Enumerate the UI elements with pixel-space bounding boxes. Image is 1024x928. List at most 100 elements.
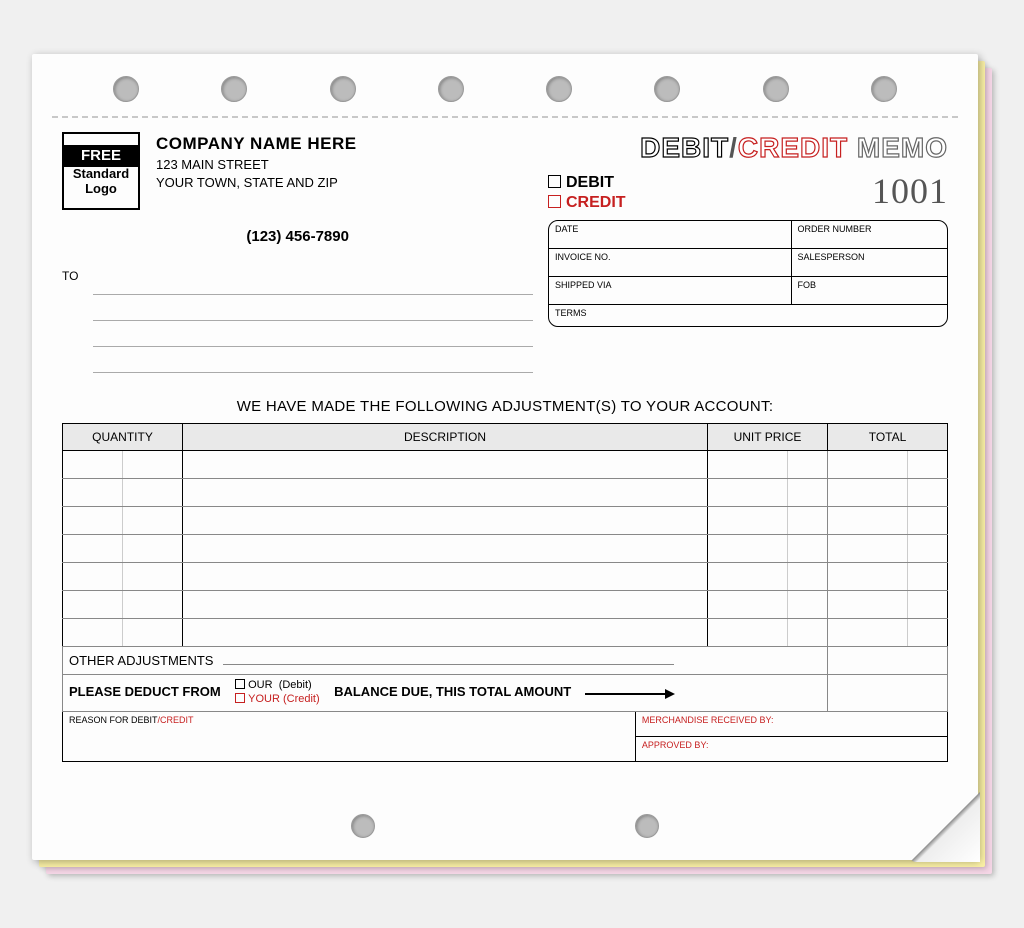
field-date[interactable]: DATE bbox=[549, 221, 792, 249]
cell-unitprice-b[interactable] bbox=[787, 619, 827, 647]
cell-total-b[interactable] bbox=[907, 507, 947, 535]
title-slash: / bbox=[729, 132, 738, 163]
cell-qty-b[interactable] bbox=[123, 479, 183, 507]
cell-total-b[interactable] bbox=[907, 479, 947, 507]
field-terms[interactable]: TERMS bbox=[549, 305, 947, 326]
your-check[interactable]: YOUR (Credit) bbox=[235, 693, 320, 705]
cell-qty-a[interactable] bbox=[63, 479, 123, 507]
logo-line1: FREE bbox=[64, 145, 138, 166]
cell-total-a[interactable] bbox=[827, 451, 907, 479]
punch-holes-bottom bbox=[62, 814, 948, 838]
field-order-number[interactable]: ORDER NUMBER bbox=[792, 221, 947, 249]
field-fob[interactable]: FOB bbox=[792, 277, 947, 305]
item-row[interactable] bbox=[63, 619, 948, 647]
credit-check-row[interactable]: CREDIT bbox=[548, 194, 626, 212]
item-row[interactable] bbox=[63, 535, 948, 563]
reason-credit: /CREDIT bbox=[158, 715, 194, 725]
cell-unitprice-a[interactable] bbox=[707, 591, 787, 619]
reason-field[interactable]: REASON FOR DEBIT/CREDIT bbox=[63, 712, 636, 761]
to-line[interactable] bbox=[93, 347, 533, 373]
cell-description[interactable] bbox=[183, 619, 708, 647]
checkbox-icon[interactable] bbox=[548, 175, 561, 188]
cell-total-b[interactable] bbox=[907, 591, 947, 619]
cell-total-a[interactable] bbox=[827, 619, 907, 647]
item-row[interactable] bbox=[63, 563, 948, 591]
cell-unitprice-b[interactable] bbox=[787, 535, 827, 563]
cell-total-b[interactable] bbox=[907, 451, 947, 479]
merchandise-received-field[interactable]: MERCHANDISE RECEIVED BY: bbox=[636, 712, 947, 737]
punch-hole bbox=[763, 76, 789, 102]
cell-total-a[interactable] bbox=[827, 563, 907, 591]
cell-qty-b[interactable] bbox=[123, 591, 183, 619]
cell-unitprice-a[interactable] bbox=[707, 563, 787, 591]
cell-description[interactable] bbox=[183, 479, 708, 507]
field-salesperson[interactable]: SALESPERSON bbox=[792, 249, 947, 277]
logo-placeholder: FREE Standard Logo bbox=[62, 132, 140, 210]
debit-check-row[interactable]: DEBIT bbox=[548, 174, 626, 192]
item-row[interactable] bbox=[63, 451, 948, 479]
header-right: DEBIT/CREDIT MEMO DEBIT CREDIT 1001 DATE bbox=[548, 132, 948, 376]
cell-total-b[interactable] bbox=[907, 535, 947, 563]
cell-unitprice-b[interactable] bbox=[787, 507, 827, 535]
deduct-total[interactable] bbox=[827, 675, 947, 712]
to-line[interactable] bbox=[93, 321, 533, 347]
cell-description[interactable] bbox=[183, 535, 708, 563]
cell-total-a[interactable] bbox=[827, 535, 907, 563]
cell-unitprice-a[interactable] bbox=[707, 451, 787, 479]
checkbox-icon[interactable] bbox=[548, 195, 561, 208]
item-row[interactable] bbox=[63, 507, 948, 535]
cell-unitprice-a[interactable] bbox=[707, 535, 787, 563]
debit-credit-checks: DEBIT CREDIT bbox=[548, 174, 626, 212]
company-phone: (123) 456-7890 bbox=[62, 228, 533, 245]
company-name: COMPANY NAME HERE bbox=[156, 134, 357, 154]
cell-description[interactable] bbox=[183, 507, 708, 535]
field-invoice-no[interactable]: INVOICE NO. bbox=[549, 249, 792, 277]
col-quantity: QUANTITY bbox=[63, 424, 183, 451]
cell-description[interactable] bbox=[183, 591, 708, 619]
cell-qty-b[interactable] bbox=[123, 535, 183, 563]
cell-total-a[interactable] bbox=[827, 479, 907, 507]
item-row[interactable] bbox=[63, 479, 948, 507]
cell-qty-b[interactable] bbox=[123, 563, 183, 591]
cell-unitprice-b[interactable] bbox=[787, 591, 827, 619]
field-shipped-via[interactable]: SHIPPED VIA bbox=[549, 277, 792, 305]
approved-by-field[interactable]: APPROVED BY: bbox=[636, 737, 947, 761]
our-check[interactable]: OUR (Debit) bbox=[235, 679, 312, 691]
cell-unitprice-b[interactable] bbox=[787, 563, 827, 591]
cell-total-b[interactable] bbox=[907, 619, 947, 647]
cell-unitprice-b[interactable] bbox=[787, 479, 827, 507]
to-line[interactable] bbox=[93, 295, 533, 321]
cell-unitprice-a[interactable] bbox=[707, 507, 787, 535]
debit-label: DEBIT bbox=[566, 174, 614, 191]
cell-unitprice-b[interactable] bbox=[787, 451, 827, 479]
punch-hole bbox=[635, 814, 659, 838]
cell-qty-a[interactable] bbox=[63, 619, 123, 647]
cell-qty-a[interactable] bbox=[63, 535, 123, 563]
punch-hole bbox=[330, 76, 356, 102]
cell-description[interactable] bbox=[183, 451, 708, 479]
cell-qty-a[interactable] bbox=[63, 591, 123, 619]
cell-qty-b[interactable] bbox=[123, 507, 183, 535]
cell-qty-b[interactable] bbox=[123, 451, 183, 479]
checkbox-icon[interactable] bbox=[235, 693, 245, 703]
perforation-line bbox=[52, 116, 958, 118]
cell-qty-a[interactable] bbox=[63, 507, 123, 535]
cell-description[interactable] bbox=[183, 563, 708, 591]
other-adjustments-total[interactable] bbox=[827, 647, 947, 675]
checkbox-icon[interactable] bbox=[235, 679, 245, 689]
cell-qty-a[interactable] bbox=[63, 563, 123, 591]
cell-total-a[interactable] bbox=[827, 591, 907, 619]
punch-hole bbox=[113, 76, 139, 102]
other-adjustments-row[interactable]: OTHER ADJUSTMENTS bbox=[63, 647, 828, 675]
punch-hole bbox=[221, 76, 247, 102]
cell-qty-a[interactable] bbox=[63, 451, 123, 479]
item-row[interactable] bbox=[63, 591, 948, 619]
cell-unitprice-a[interactable] bbox=[707, 479, 787, 507]
credit-label: CREDIT bbox=[566, 194, 626, 211]
company-addr2: YOUR TOWN, STATE AND ZIP bbox=[156, 175, 357, 190]
cell-unitprice-a[interactable] bbox=[707, 619, 787, 647]
to-line[interactable] bbox=[93, 269, 533, 295]
cell-total-b[interactable] bbox=[907, 563, 947, 591]
cell-total-a[interactable] bbox=[827, 507, 907, 535]
cell-qty-b[interactable] bbox=[123, 619, 183, 647]
